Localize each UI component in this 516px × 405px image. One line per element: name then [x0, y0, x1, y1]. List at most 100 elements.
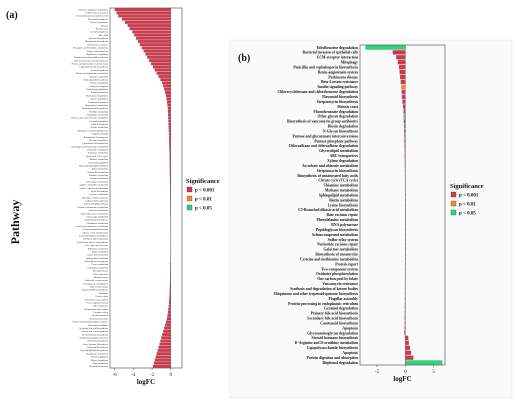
bar-14	[145, 52, 171, 56]
bar-22	[160, 78, 171, 82]
bar-93	[168, 304, 171, 308]
bar-37	[168, 126, 171, 129]
category-label-61: Lipopolysaccharide biosynthesis	[307, 346, 358, 350]
bar-110	[154, 358, 171, 362]
bar-10	[137, 40, 171, 43]
category-label-20: Chloroalkane and chloroalkene degradatio…	[289, 144, 358, 148]
category-label-35: Geraniol degradation	[89, 120, 108, 123]
category-label-47: Methane metabolism	[90, 159, 109, 161]
bar-41	[169, 138, 171, 142]
x-tick-label-1: -4	[131, 373, 136, 378]
bar-9	[136, 36, 171, 40]
category-label-22: Indole alkaloid biosynthesis	[83, 79, 108, 81]
bar-99	[165, 323, 171, 327]
legend-label-0: p < 0.001	[195, 189, 215, 194]
category-label-32: Histidine metabolism	[89, 111, 108, 113]
legend-title: Significance	[450, 183, 484, 190]
category-label-59: Steroid hormone biosynthesis	[312, 336, 359, 340]
category-label-92: Two-component system	[87, 302, 108, 304]
category-label-45: Butanoate metabolism	[88, 153, 108, 155]
category-label-5: Meiosis	[101, 25, 108, 27]
category-label-15: Porphyrin and chlorophyll metabolism	[74, 57, 108, 59]
category-label-101: Primary bile acid biosynthesis	[82, 331, 109, 333]
bar-29	[166, 100, 171, 104]
category-label-40: Nucleotide excision repair	[317, 243, 358, 247]
category-label-9: Aflatoxin biosynthesis	[88, 37, 108, 40]
category-label-57: Apoptosis	[342, 326, 358, 330]
category-label-10: Flavonoid biosynthesis	[322, 95, 358, 99]
category-label-38: Selenocompound metabolism	[312, 233, 359, 237]
bar-8	[134, 33, 171, 37]
category-label-52: Thiamine metabolism	[89, 175, 108, 177]
bar-60	[405, 340, 409, 345]
bar-103	[161, 336, 171, 340]
legend-swatch-2	[450, 209, 457, 216]
bar-35	[168, 119, 171, 123]
bar-2	[118, 14, 171, 18]
bar-91	[169, 298, 171, 301]
bar-92	[169, 301, 171, 305]
category-label-3: Flavonoid biosynthesis	[88, 19, 108, 21]
bar-19	[154, 68, 171, 72]
category-label-28: Styrene degradation	[90, 98, 108, 101]
category-label-12: D-Arginine and D-ornithine metabolism	[73, 47, 109, 50]
category-label-18: Pentose and glucuronate interconversions	[292, 134, 358, 138]
bar-20	[156, 71, 171, 75]
category-label-11: Streptomycin biosynthesis	[317, 100, 359, 104]
category-label-78: Sphingolipid metabolism	[86, 257, 108, 260]
category-label-49: Glycerophospholipid metabolism	[79, 165, 109, 167]
panel-a-category-labels: Limonene and pinene degradation ECM-recep…	[71, 8, 109, 368]
x-tick-label-1: 0	[404, 370, 407, 375]
bar-11	[139, 43, 171, 47]
category-label-27: Nitrotoluene degradation	[86, 94, 109, 97]
category-label-55: Secondary bile acid biosynthesis	[307, 317, 358, 321]
category-label-60: D-Arginine and D-ornithine metabolism	[295, 341, 359, 345]
category-label-4: Penicillin and cephalosporin biosynthesi…	[293, 65, 358, 69]
category-label-90: Protein export	[96, 296, 109, 298]
bar-30	[167, 103, 171, 107]
category-label-63: Protein digestion and absorption	[307, 356, 358, 360]
category-label-74: One carbon pool by folate	[85, 244, 108, 247]
category-label-1: ECM-receptor interaction	[85, 13, 108, 15]
category-label-63: Galactose metabolism	[89, 210, 109, 212]
category-label-25: Streptomycin biosynthesis	[317, 169, 359, 173]
category-label-57: Lysine biosynthesis	[91, 191, 108, 193]
bar-28	[166, 97, 171, 101]
bar-106	[158, 345, 171, 349]
category-label-55: Arginine and proline metabolism	[79, 184, 108, 187]
bar-18	[152, 65, 171, 69]
bar-38	[168, 129, 171, 133]
bar-6	[400, 74, 406, 80]
category-label-60: Carbon fixation pathways	[85, 200, 108, 203]
category-label-26: Biosynthesis of unsaturated fatty acids	[297, 174, 358, 178]
bar-5	[127, 24, 171, 27]
category-label-31: Biotin metabolism	[329, 198, 359, 202]
category-label-110: Xylene degradation	[91, 359, 109, 362]
bar-94	[168, 307, 171, 311]
category-label-106: Carotenoid biosynthesis	[87, 347, 108, 349]
category-label-100: Secondary bile acid biosynthesis	[79, 328, 108, 330]
category-label-64: Starch and sucrose metabolism	[81, 213, 108, 215]
category-label-102: Steroid hormone biosynthesis	[82, 334, 108, 336]
category-label-48: Vancomycin resistance	[322, 282, 358, 286]
category-label-66: Streptomycin biosynthesis	[85, 220, 108, 222]
category-label-73: Pantothenate and CoA biosynthesis	[77, 241, 108, 244]
category-label-34: Valine, leucine and isoleucine degradati…	[71, 117, 109, 120]
bar-11	[402, 99, 406, 104]
bar-1	[116, 11, 171, 15]
category-label-75: Riboflavin metabolism	[88, 247, 108, 250]
panel-b-x-ticks: -5 0 5	[375, 365, 435, 375]
bar-3	[122, 17, 171, 21]
category-label-33: Tryptophan metabolism	[87, 114, 108, 116]
category-label-37: Peptidoglycan biosynthesis	[316, 228, 359, 232]
category-label-12: Meiosis yeast	[337, 105, 359, 109]
bar-12	[402, 104, 406, 109]
category-label-4: Flavone degradation	[90, 21, 109, 24]
bar-39	[168, 132, 171, 136]
bar-111	[153, 361, 171, 365]
bar-24	[163, 84, 171, 88]
category-label-80: Purine metabolism	[92, 264, 109, 266]
